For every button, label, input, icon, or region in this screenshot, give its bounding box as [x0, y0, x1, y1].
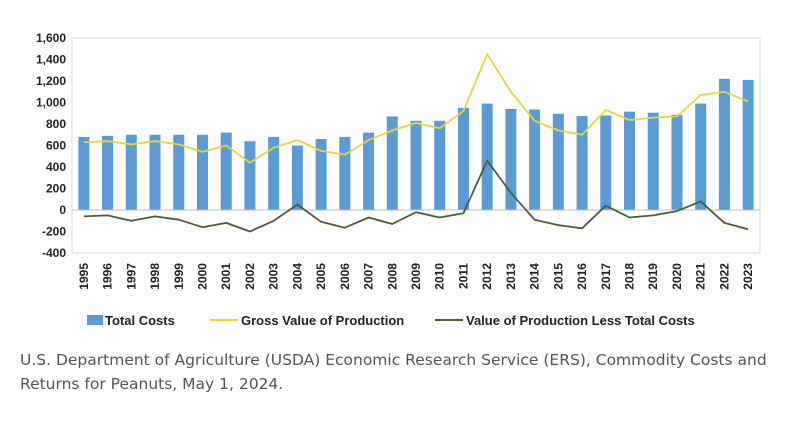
- x-tick-label: 2014: [528, 263, 542, 290]
- chart-caption: U.S. Department of Agriculture (USDA) Ec…: [20, 351, 767, 393]
- x-tick-label: 2022: [717, 263, 731, 290]
- plot-area-frame: [71, 37, 761, 254]
- bar-total-costs: [529, 109, 541, 210]
- x-tick-label: 2004: [290, 263, 304, 290]
- bar-total-costs: [363, 132, 375, 210]
- x-tick-label: 2012: [480, 263, 494, 290]
- y-tick-label: 1,000: [36, 96, 66, 110]
- bar-total-costs: [481, 103, 493, 210]
- line-gross-value: [83, 53, 749, 164]
- bar-total-costs: [386, 116, 398, 210]
- y-tick-label: -200: [42, 225, 66, 239]
- bar-total-costs: [315, 139, 327, 210]
- line-value-less-costs: [83, 159, 749, 233]
- legend-label-total-costs: Total Costs: [105, 313, 175, 328]
- x-tick-label: 2009: [409, 263, 423, 290]
- x-tick-label: 2010: [433, 263, 447, 290]
- x-tick-label: 2015: [551, 263, 565, 290]
- bar-total-costs: [268, 136, 280, 210]
- chart-container: 1,600 1,400 1,200 1,000 800 600 400 200 0 -200 -40…: [10, 0, 780, 340]
- y-tick-label: 1,600: [36, 31, 66, 45]
- x-tick-label: 2018: [623, 263, 637, 290]
- x-tick-label: 2000: [195, 263, 209, 290]
- x-tick-label: 1995: [77, 263, 91, 290]
- y-tick-label: 1,400: [36, 53, 66, 67]
- bar-total-costs: [742, 79, 754, 210]
- x-tick-label: 2001: [219, 263, 233, 290]
- bar-total-costs: [339, 136, 351, 210]
- bar-total-costs: [291, 145, 303, 210]
- bar-total-costs: [173, 134, 185, 210]
- bar-total-costs: [102, 135, 114, 210]
- y-tick-label: 200: [46, 182, 66, 196]
- y-tick-label: 1,200: [36, 74, 66, 88]
- x-tick-label: 2003: [267, 263, 281, 290]
- x-tick-label: 2008: [385, 263, 399, 290]
- legend-label-gross-value: Gross Value of Production: [241, 313, 404, 328]
- x-tick-label: 2021: [694, 263, 708, 290]
- bar-total-costs: [624, 111, 636, 210]
- x-tick-label: 2017: [599, 263, 613, 290]
- x-tick-label: 2002: [243, 263, 257, 290]
- y-tick-label: 400: [46, 160, 66, 174]
- y-tick-label: -400: [42, 246, 66, 260]
- x-tick-label: 2005: [314, 263, 328, 290]
- bar-total-costs: [695, 103, 707, 210]
- x-tick-label: 2020: [670, 263, 684, 290]
- bar-total-costs: [125, 134, 137, 210]
- legend-label-value-less-costs: Value of Production Less Total Costs: [466, 313, 695, 328]
- bar-total-costs: [718, 78, 730, 210]
- x-tick-label: 1996: [101, 263, 115, 290]
- bar-total-costs: [220, 132, 232, 210]
- x-tick-label: 2006: [338, 263, 352, 290]
- bar-total-costs: [244, 141, 256, 210]
- y-tick-label: 0: [59, 203, 66, 217]
- y-tick-label: 800: [46, 117, 66, 131]
- bar-total-costs: [196, 134, 208, 210]
- bar-total-costs: [457, 107, 469, 210]
- bar-total-costs: [505, 108, 517, 210]
- x-tick-label: 2016: [575, 263, 589, 290]
- bar-total-costs: [78, 136, 90, 210]
- x-tick-label: 1998: [148, 263, 162, 290]
- x-tick-label: 2007: [362, 263, 376, 290]
- bar-total-costs: [410, 120, 422, 210]
- bar-total-costs: [552, 113, 564, 210]
- x-tick-label: 2023: [741, 263, 755, 290]
- legend-swatch-total-costs: [87, 315, 103, 325]
- bar-total-costs: [149, 134, 161, 210]
- x-tick-label: 2013: [504, 263, 518, 290]
- bar-total-costs: [647, 112, 659, 210]
- bar-total-costs: [671, 114, 683, 210]
- bar-total-costs: [576, 115, 588, 210]
- x-tick-label: 1999: [172, 263, 186, 290]
- x-tick-label: 2011: [456, 263, 470, 289]
- y-tick-label: 600: [46, 139, 66, 153]
- bar-total-costs: [434, 120, 446, 210]
- bar-total-costs: [600, 115, 612, 210]
- x-tick-label: 2019: [646, 263, 660, 290]
- x-tick-label: 1997: [124, 263, 138, 290]
- chart-svg: 1,6001,4001,2001,0008006004002000-200-40…: [36, 31, 761, 328]
